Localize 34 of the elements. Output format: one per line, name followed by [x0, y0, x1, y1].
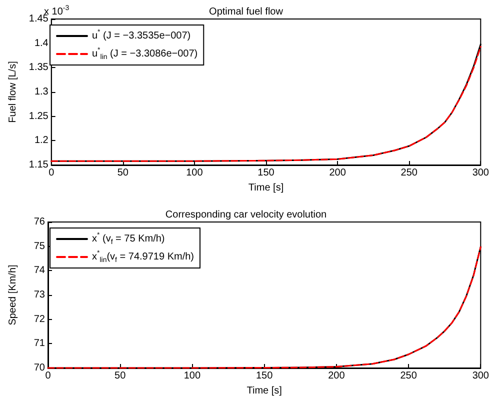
y-tick-label: 1.25 — [28, 110, 49, 122]
y-axis-title: Fuel flow [L/s] — [8, 60, 18, 123]
x-tick-label: 50 — [114, 370, 126, 382]
x-axis-title: Time [s] — [248, 182, 284, 194]
x-tick-label: 100 — [186, 168, 204, 178]
x-tick-label: 0 — [48, 168, 55, 178]
x-tick-label: 0 — [45, 370, 52, 382]
x-tick-label: 50 — [117, 168, 129, 178]
y-tick-label: 1.35 — [28, 62, 49, 74]
y-tick-label: 72 — [34, 314, 46, 325]
x-tick-label: 100 — [184, 370, 201, 382]
y-tick-label: 75 — [34, 240, 46, 252]
x-tick-label: 150 — [256, 370, 274, 382]
x-tick-label: 200 — [328, 370, 346, 382]
y-tick-label: 74 — [34, 265, 46, 276]
y-tick-label: 1.15 — [28, 160, 49, 170]
y-axis-title: Speed [Km/h] — [8, 264, 18, 326]
y-tick-label: 73 — [34, 290, 46, 300]
x-axis-title: Time [s] — [246, 385, 282, 396]
x-tick-label: 300 — [472, 168, 490, 178]
chart-title: Optimal fuel flow — [209, 6, 284, 18]
y-tick-label: 76 — [34, 216, 46, 228]
y-tick-label: 1.3 — [34, 86, 49, 98]
x-tick-label: 200 — [329, 168, 346, 178]
y-tick-label: 1.4 — [34, 38, 49, 49]
x-tick-label: 150 — [258, 168, 275, 178]
y-tick-label: 71 — [34, 338, 46, 350]
chart-title: Corresponding car velocity evolution — [165, 210, 327, 220]
x-tick-label: 250 — [400, 370, 418, 382]
x-tick-label: 300 — [472, 370, 490, 382]
y-tick-label: 1.2 — [34, 135, 49, 146]
y-tick-label: 70 — [34, 362, 46, 374]
x-tick-label: 250 — [400, 168, 418, 178]
y-tick-label: 1.45 — [28, 14, 49, 24]
